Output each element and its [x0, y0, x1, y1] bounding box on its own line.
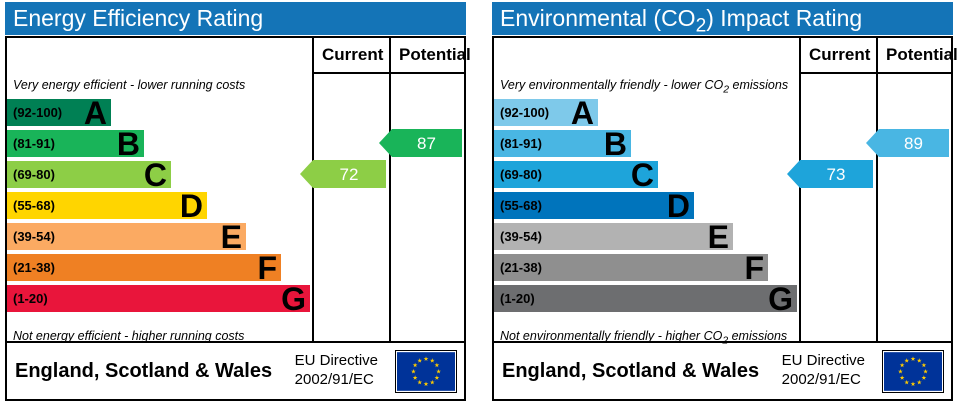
svg-text:73: 73: [827, 165, 846, 184]
svg-text:87: 87: [417, 134, 436, 153]
svg-text:89: 89: [904, 134, 923, 153]
svg-text:72: 72: [340, 165, 359, 184]
